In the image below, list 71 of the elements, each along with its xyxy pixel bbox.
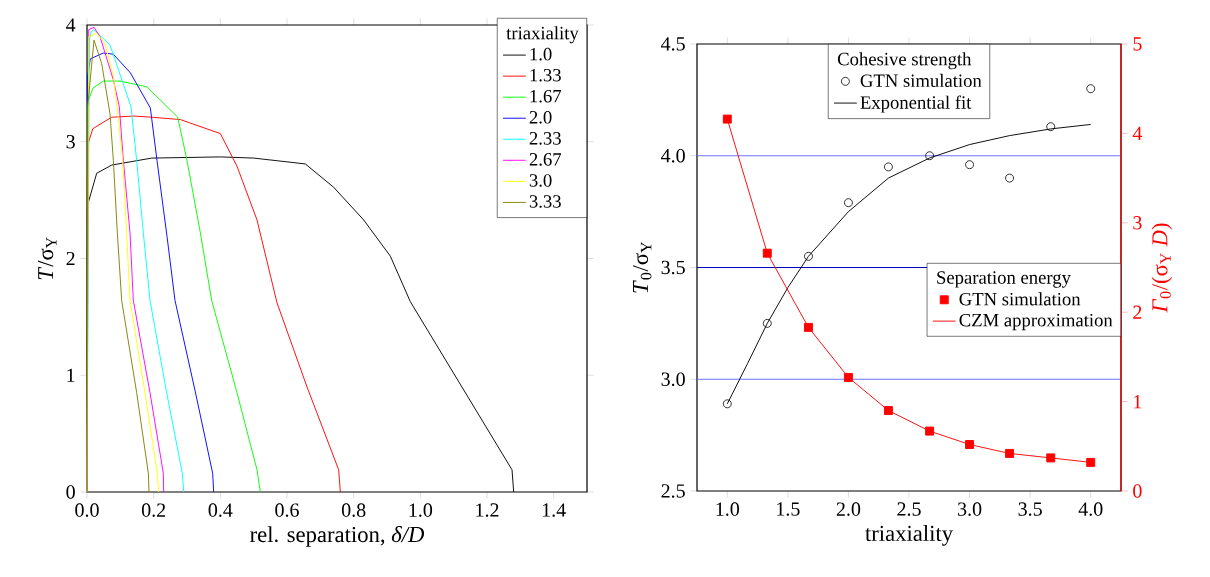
y-tick-label: 3.0	[661, 372, 685, 387]
point	[1046, 122, 1056, 132]
legend-label: 1.0	[530, 47, 552, 61]
legend-label: 1.33	[530, 68, 561, 82]
legend-title: Separation energy	[937, 271, 1071, 288]
point	[1046, 453, 1056, 463]
point	[1005, 448, 1015, 458]
point	[883, 406, 893, 415]
point	[884, 162, 893, 172]
point	[722, 114, 732, 124]
x-axis-title: rel. separation, δ/D	[250, 526, 425, 547]
y-tick-label: 2.5	[661, 484, 685, 498]
point	[843, 372, 853, 382]
point	[965, 440, 975, 449]
y-axis-title: T$_{0}$/σ$_{Y}$	[632, 241, 652, 293]
point	[762, 318, 772, 328]
y-tick-label: 4.5	[661, 37, 685, 51]
x-tick-label: 3.5	[1018, 502, 1042, 516]
y2-tick-label: 0	[1133, 484, 1142, 498]
x-tick-label: 1.0	[409, 503, 433, 517]
legend-label: GTN simulation	[959, 292, 1081, 306]
y-tick-label: 4	[66, 18, 76, 32]
legend-label: 3.33	[529, 195, 561, 208]
y-tick-label: 3.5	[661, 260, 685, 275]
x-axis-title: triaxiality	[865, 525, 954, 546]
point	[925, 151, 934, 161]
x-tick-label: 0.0	[75, 503, 99, 517]
y-axis-title: T/σ$_{Y}$	[38, 237, 57, 280]
y2-tick-label: 2	[1133, 305, 1142, 319]
x-tick-label: 1.4	[542, 503, 566, 517]
legend-label: 2.67	[529, 153, 562, 166]
y-tick-label: 1	[67, 368, 75, 382]
x-tick-label: 1.0	[716, 502, 740, 516]
y-tick-label: 0	[66, 485, 75, 499]
x-tick-label: 1.2	[476, 503, 499, 517]
legend-label: 3.0	[529, 174, 552, 187]
y-tick-label: 3	[66, 135, 75, 149]
x-tick-label: 0.4	[208, 503, 233, 517]
x-tick-label: 2.0	[836, 502, 861, 516]
point	[722, 399, 732, 409]
point	[925, 426, 935, 436]
x-tick-label: 1.5	[777, 502, 800, 516]
legend-title: Cohesive strength	[837, 52, 972, 70]
point	[804, 251, 813, 261]
x-tick-label: 0.8	[341, 503, 366, 517]
x-tick-label: 2.5	[897, 502, 921, 516]
legend-label: 2.0	[529, 111, 552, 124]
point	[844, 198, 853, 208]
legend-label: Exponential fit	[860, 95, 972, 113]
y-tick-label: 4.0	[661, 148, 685, 163]
y-tick-label: 2	[66, 251, 75, 266]
point	[762, 248, 772, 258]
point	[965, 160, 974, 170]
point	[803, 322, 813, 332]
legend-label: CZM approximation	[959, 313, 1113, 331]
y2-axis-title: Γ$_{0}$/(σ$_{Y}$ D)	[1151, 223, 1173, 313]
y2-tick-label: 4	[1132, 126, 1143, 140]
legend-label: 2.33	[529, 132, 561, 145]
point	[1005, 173, 1014, 183]
point	[1086, 84, 1096, 94]
legend-title: triaxiality	[506, 26, 579, 44]
y2-tick-label: 5	[1133, 37, 1142, 51]
x-tick-label: 0.6	[275, 503, 299, 517]
y2-tick-label: 3	[1133, 216, 1142, 230]
legend-label: GTN simulation	[860, 73, 982, 88]
legend-label: 1.67	[530, 89, 562, 103]
y2-tick-label: 1	[1134, 395, 1142, 409]
point	[1086, 457, 1096, 467]
x-tick-label: 3.0	[958, 502, 982, 516]
x-tick-label: 4.0	[1078, 502, 1103, 516]
x-tick-label: 0.2	[141, 503, 166, 517]
